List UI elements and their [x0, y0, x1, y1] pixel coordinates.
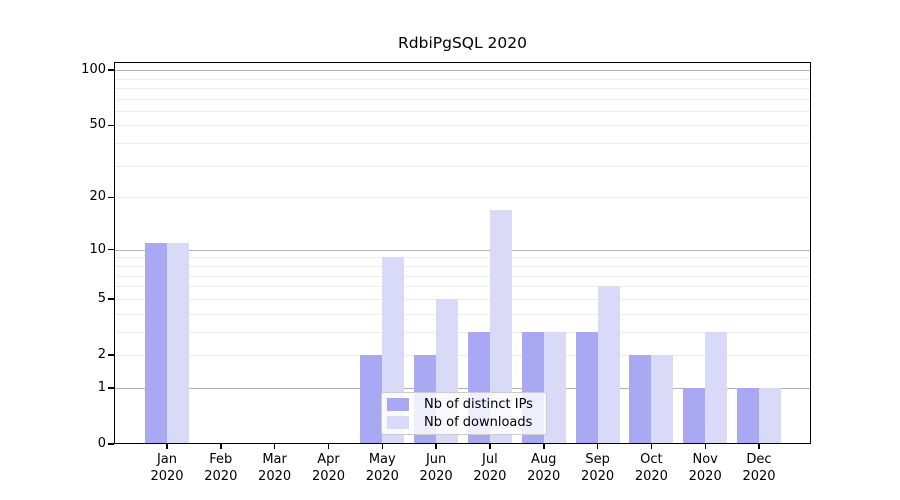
bar-downloads-nov [705, 331, 728, 444]
y-tick-label: 1 [97, 379, 106, 395]
x-tick-label-mar: Mar 2020 [258, 452, 292, 484]
legend-item-distinct-ips: Nb of distinct IPs [387, 397, 540, 412]
y-tick-mark [108, 69, 114, 71]
x-tick-label-aug: Aug 2020 [527, 452, 561, 484]
gridline-minor [114, 298, 811, 300]
gridline-minor [114, 87, 811, 89]
y-tick-mark [108, 124, 114, 127]
y-tick-mark [108, 443, 114, 445]
bar-distinct-ips-sep [575, 331, 598, 444]
x-tick-label-oct: Oct 2020 [634, 452, 668, 484]
x-tick-mark [650, 444, 653, 449]
y-tick-mark [108, 354, 114, 356]
bar-downloads-oct [651, 355, 674, 444]
legend-label-downloads: Nb of downloads [424, 414, 533, 430]
bar-downloads-dec [759, 387, 781, 444]
x-tick-label-may: May 2020 [365, 452, 399, 484]
bar-downloads-sep [597, 286, 620, 444]
x-tick-mark [704, 444, 706, 449]
bar-downloads-jul [489, 209, 512, 444]
bar-distinct-ips-oct [629, 355, 652, 444]
y-tick-mark [108, 196, 114, 198]
gridline-minor [114, 197, 811, 199]
bar-downloads-aug [543, 331, 566, 444]
bar-distinct-ips-jan [145, 242, 167, 444]
x-tick-label-feb: Feb 2020 [204, 452, 238, 484]
y-tick-label: 50 [89, 117, 106, 133]
gridline-minor [114, 78, 811, 80]
gridline-minor [114, 98, 811, 100]
x-tick-label-jul: Jul 2020 [473, 452, 507, 484]
legend-swatch-distinct-ips [387, 398, 409, 412]
gridline-minor [114, 110, 811, 112]
gridline-minor [114, 275, 811, 277]
bar-distinct-ips-may [360, 355, 383, 444]
gridline-minor [114, 313, 811, 315]
y-tick-mark [108, 248, 114, 251]
x-tick-label-jan: Jan 2020 [150, 452, 184, 484]
gridline-minor [114, 286, 811, 288]
y-tick-label: 20 [89, 189, 106, 205]
legend-swatch-downloads [387, 415, 409, 429]
x-tick-label-sep: Sep 2020 [581, 452, 615, 484]
gridline-major [114, 387, 811, 389]
y-tick-mark [108, 298, 114, 300]
gridline-minor [114, 125, 811, 127]
legend: Nb of distinct IPs Nb of downloads [381, 392, 547, 435]
y-tick-label: 10 [89, 241, 106, 257]
gridline-major [114, 249, 811, 251]
x-tick-label-nov: Nov 2020 [688, 452, 722, 484]
x-tick-label-apr: Apr 2020 [311, 452, 346, 484]
chart-title: RdbiPgSQL 2020 [398, 34, 527, 52]
gridline-minor [114, 165, 811, 167]
legend-label-distinct-ips: Nb of distinct IPs [424, 397, 533, 413]
y-tick-label: 0 [97, 436, 106, 451]
bar-distinct-ips-dec [737, 387, 759, 444]
gridline-minor [114, 257, 811, 259]
gridline-minor [114, 331, 811, 333]
bar-downloads-jan [167, 242, 189, 444]
y-tick-label: 100 [81, 62, 106, 77]
x-tick-mark [489, 444, 491, 449]
plot-area [114, 62, 811, 444]
legend-item-downloads: Nb of downloads [387, 415, 540, 430]
x-tick-mark [273, 444, 276, 449]
y-tick-label: 2 [97, 347, 106, 362]
y-tick-label: 5 [97, 290, 106, 306]
bar-distinct-ips-nov [683, 387, 706, 444]
x-tick-mark [327, 444, 330, 449]
x-tick-label-jun: Jun 2020 [419, 452, 453, 484]
x-tick-label-dec: Dec 2020 [742, 452, 776, 484]
x-tick-mark [381, 444, 383, 449]
x-tick-mark [220, 444, 222, 449]
x-tick-mark [758, 444, 760, 449]
gridline-minor [114, 265, 811, 267]
gridline-major [114, 70, 811, 71]
x-tick-mark [435, 444, 437, 449]
gridline-minor [114, 355, 811, 356]
x-tick-mark [543, 444, 545, 449]
x-tick-mark [596, 444, 599, 449]
x-tick-mark [166, 444, 168, 449]
y-tick-mark [108, 387, 114, 389]
gridline-minor [114, 143, 811, 145]
